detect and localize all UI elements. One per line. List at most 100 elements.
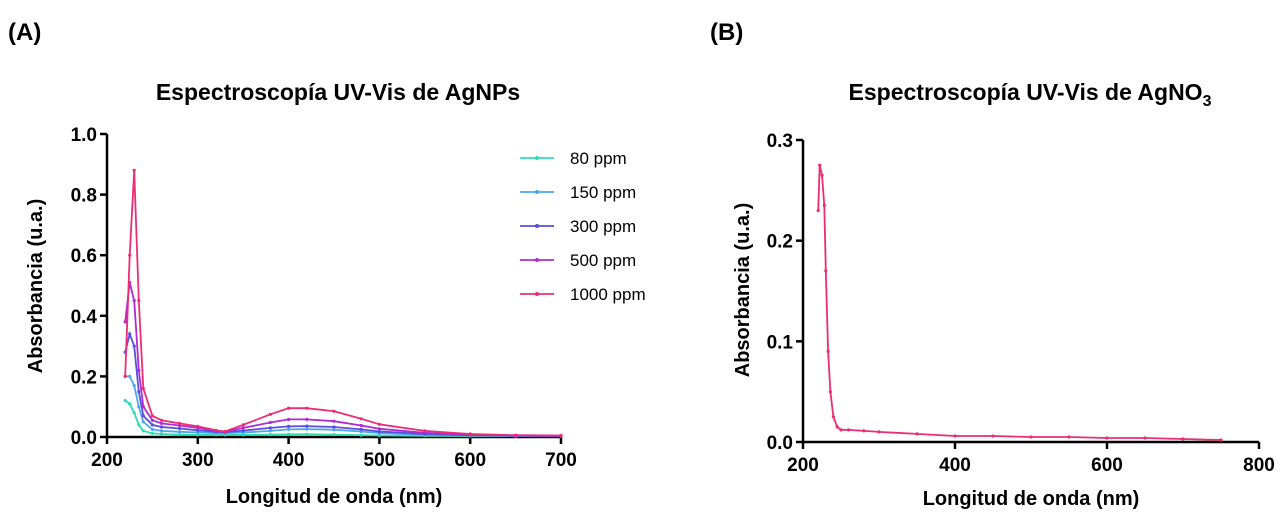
chart-a-series-line-4 <box>124 170 562 437</box>
chart-a-data-point <box>305 417 309 421</box>
chart-a-data-point <box>196 424 200 428</box>
chart-a-data-point <box>128 253 132 257</box>
chart-a-data-point <box>196 433 200 437</box>
chart-a-data-point <box>141 420 145 424</box>
chart-b-data-point <box>835 425 839 429</box>
chart-b: Espectroscopía UV-Vis de AgNO3 Longitud … <box>732 79 1275 510</box>
legend-marker-3 <box>535 258 539 262</box>
chart-a-data-point <box>150 414 154 418</box>
chart-a-data-point <box>159 418 164 422</box>
chart-b-data-point <box>831 415 836 419</box>
chart-a-data-point <box>150 431 154 435</box>
chart-a-data-point <box>159 432 164 436</box>
chart-a-data-point <box>268 429 272 433</box>
chart-a-data-point <box>159 425 164 429</box>
chart-a-data-point <box>178 430 182 434</box>
chart-b-title: Espectroscopía UV-Vis de AgNO3 <box>849 79 1212 110</box>
legend-label-1: 150 ppm <box>570 183 636 202</box>
chart-a-data-point <box>150 423 154 427</box>
legend-label-2: 300 ppm <box>570 217 636 236</box>
chart-a-data-point <box>178 433 182 437</box>
chart-b-x-tick-label: 400 <box>939 455 971 476</box>
chart-a-data-point <box>150 418 154 422</box>
chart-a-data-point <box>287 427 291 431</box>
chart-a-data-point <box>241 429 245 433</box>
chart-a-data-point <box>514 433 518 437</box>
chart-a-x-tick-label: 500 <box>364 450 396 471</box>
chart-b-data-point <box>828 390 833 394</box>
chart-b-data-point <box>822 203 826 207</box>
chart-b-data-point <box>1219 438 1223 442</box>
chart-a-data-point <box>196 430 200 435</box>
chart-b-y-tick-label: 0.1 <box>767 332 794 353</box>
chart-a-data-point <box>305 424 309 428</box>
chart-a-y-axis-label: Absorbancia (u.a.) <box>25 199 47 373</box>
chart-a-y-tick-label: 1.0 <box>71 125 97 146</box>
chart-a-y-tick-label: 0.0 <box>71 428 97 449</box>
chart-b-y-axis-label: Absorbancia (u.a.) <box>732 203 754 377</box>
chart-a-series-line-1 <box>125 375 562 437</box>
chart-b-data-point <box>826 349 830 353</box>
chart-a-y-tick-label: 0.2 <box>71 367 97 388</box>
chart-a-data-point <box>159 429 164 433</box>
chart-a-data-point <box>377 429 381 434</box>
chart-a-data-point <box>359 427 363 431</box>
chart-a-data-point <box>241 426 245 430</box>
chart-a-data-point <box>141 414 145 418</box>
chart-b-data-point <box>1067 435 1071 439</box>
chart-a-data-point <box>268 426 272 430</box>
chart-a-data-point <box>332 419 336 423</box>
chart-a-data-point <box>128 374 132 378</box>
chart-a-data-point <box>268 412 272 416</box>
chart-a-data-point <box>132 299 136 303</box>
legend-label-4: 1000 ppm <box>570 285 646 304</box>
chart-a-data-point <box>268 433 272 437</box>
chart-a-data-point <box>141 405 145 409</box>
chart-b-x-tick-label: 800 <box>1243 455 1275 476</box>
chart-b-data-point <box>915 432 919 436</box>
chart-a-data-point <box>377 433 381 438</box>
chart-a-data-point <box>214 428 218 432</box>
chart-a-data-point <box>305 406 309 410</box>
chart-b-data-point <box>991 434 995 438</box>
chart-a-x-tick-label: 400 <box>273 450 305 471</box>
chart-b-data-point <box>824 269 828 273</box>
chart-a-data-point <box>132 411 136 415</box>
chart-a-data-point <box>141 386 145 391</box>
legend-marker-4 <box>535 292 539 296</box>
chart-a-data-point <box>332 425 336 429</box>
chart-a-data-point <box>332 409 336 413</box>
chart-a-data-point <box>287 432 291 436</box>
chart-b-data-point <box>816 208 820 213</box>
chart-a-data-point <box>241 433 245 437</box>
legend-label-3: 500 ppm <box>570 251 636 270</box>
chart-a-x-tick-label: 700 <box>545 450 577 471</box>
chart-b-data-point <box>839 428 843 432</box>
chart-b-x-axis-label: Longitud de onda (nm) <box>923 488 1140 510</box>
legend-marker-1 <box>535 190 539 194</box>
chart-a-data-point <box>178 421 182 425</box>
chart-a-data-point <box>137 368 141 372</box>
legend-marker-2 <box>535 224 539 228</box>
chart-a-y-tick-label: 0.4 <box>71 307 98 328</box>
chart-a-data-point <box>137 390 141 394</box>
chart-a-data-point <box>305 432 309 436</box>
chart-b-title-main: Espectroscopía UV-Vis de AgNO <box>849 79 1203 105</box>
chart-a-x-tick-label: 300 <box>182 450 214 471</box>
chart-b-data-point <box>820 173 824 177</box>
chart-a-data-point <box>468 432 472 436</box>
chart-b-title-subscript: 3 <box>1203 93 1212 110</box>
chart-b-data-point <box>818 163 822 167</box>
chart-a-data-point <box>359 423 363 428</box>
chart-a: Espectroscopía UV-Vis de AgNPs Longitud … <box>25 79 646 508</box>
chart-a-data-point <box>268 420 272 425</box>
legend-marker-0 <box>535 156 539 160</box>
chart-a-data-point <box>305 427 309 431</box>
chart-a-series-line-3 <box>124 282 562 437</box>
chart-a-data-point <box>132 383 136 388</box>
panel-label-a: (A) <box>8 19 41 46</box>
chart-b-series-line-0 <box>817 164 1222 441</box>
chart-a-data-point <box>137 299 141 303</box>
chart-b-y-tick-label: 0.3 <box>767 131 793 152</box>
